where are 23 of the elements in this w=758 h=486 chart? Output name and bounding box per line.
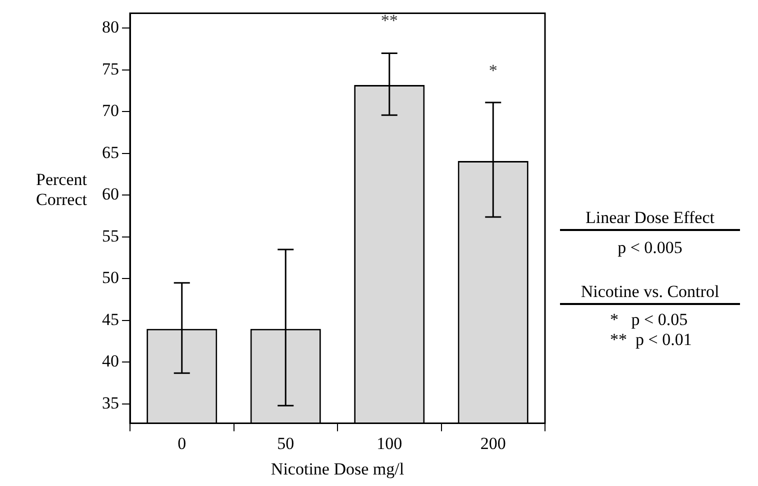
y-tick-label: 65 [102,142,119,162]
text: * p < 0.05 [610,310,689,330]
y-tick-label: 35 [102,393,119,412]
text: Linear Dose Effect [560,208,740,231]
y-tick-label: 40 [102,352,119,371]
x-tick-label: 100 [376,434,402,453]
x-tick-label: 0 [178,434,186,453]
text: ** p < 0.01 [610,330,693,350]
y-tick-label: 50 [102,268,119,288]
y-tick-label: 60 [102,184,119,204]
x-axis-title: Nicotine Dose mg/l [270,459,404,478]
y-tick-label: 80 [102,18,119,37]
y-tick-label: 75 [102,59,119,78]
x-tick-label: 200 [480,434,506,453]
text: Nicotine vs. Control [560,282,740,305]
x-tick-label: 50 [277,434,294,453]
annotation: ** [380,11,399,32]
text: p < 0.005 [616,238,684,258]
y-tick-label: 70 [102,101,119,120]
y-axis-title: Percent Correct [36,170,88,210]
annotation: * [488,60,498,81]
y-tick-label: 55 [102,226,119,246]
y-tick-label: 45 [102,310,119,329]
